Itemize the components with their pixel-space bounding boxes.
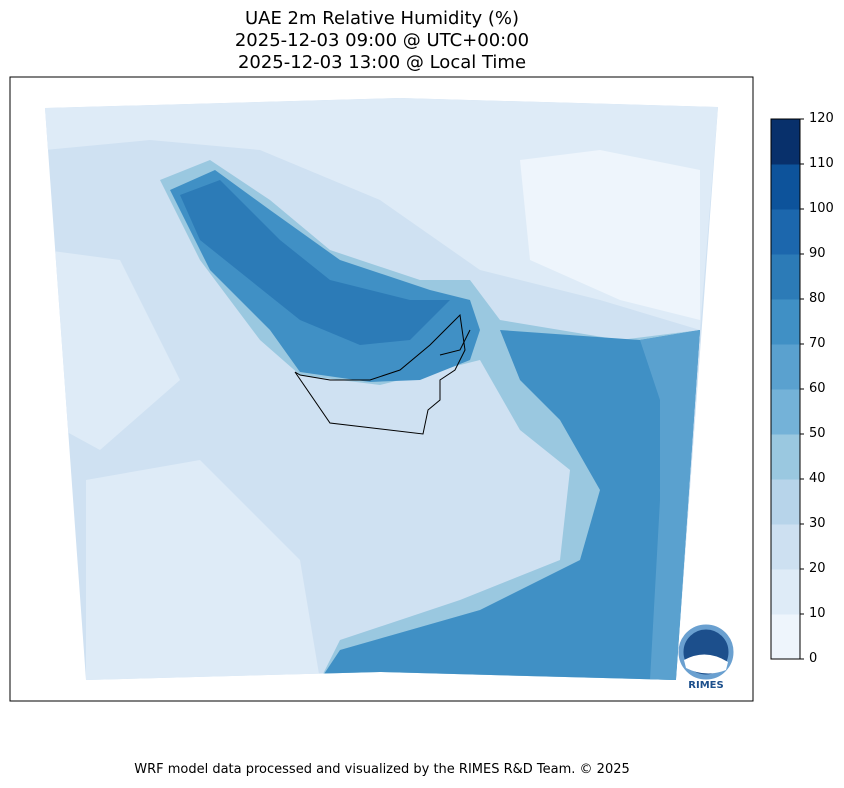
rimes-logo: RIMES [678,624,734,691]
colorbar-band [771,209,800,255]
colorbar-band [771,434,800,480]
colorbar-band [771,524,800,570]
colorbar-tick-label: 60 [809,381,826,396]
colorbar-tick-label: 70 [809,336,826,351]
colorbar-band [771,254,800,300]
colorbar [770,118,804,660]
svg-text:RIMES: RIMES [688,680,723,691]
colorbar-tick-label: 10 [809,606,826,621]
colorbar-band [771,119,800,165]
colorbar-tick-label: 0 [809,651,818,666]
colorbar-tick-label: 100 [809,201,834,216]
colorbar-band [771,479,800,525]
colorbar-tick-label: 120 [809,111,834,126]
colorbar-band [771,164,800,210]
utc-time: 2025-12-03 09:00 @ UTC+00:00 [234,30,530,51]
map-title: UAE 2m Relative Humidity (%) [244,8,520,29]
colorbar-tick-label: 50 [809,426,826,441]
colorbar-tick-label: 110 [809,156,834,171]
colorbar-band [771,614,800,660]
colorbar-tick-label: 40 [809,471,826,486]
colorbar-band [771,344,800,390]
uae-border [294,313,471,435]
colorbar-tick-label: 80 [809,291,826,306]
colorbar-band [771,299,800,345]
local-time: 2025-12-03 13:00 @ Local Time [237,52,527,73]
credit-footer: WRF model data processed and visualized … [134,762,630,777]
colorbar-tick-label: 30 [809,516,826,531]
colorbar-band [771,569,800,615]
colorbar-band [771,389,800,435]
colorbar-tick-label: 20 [809,561,826,576]
colorbar-tick-label: 90 [809,246,826,261]
